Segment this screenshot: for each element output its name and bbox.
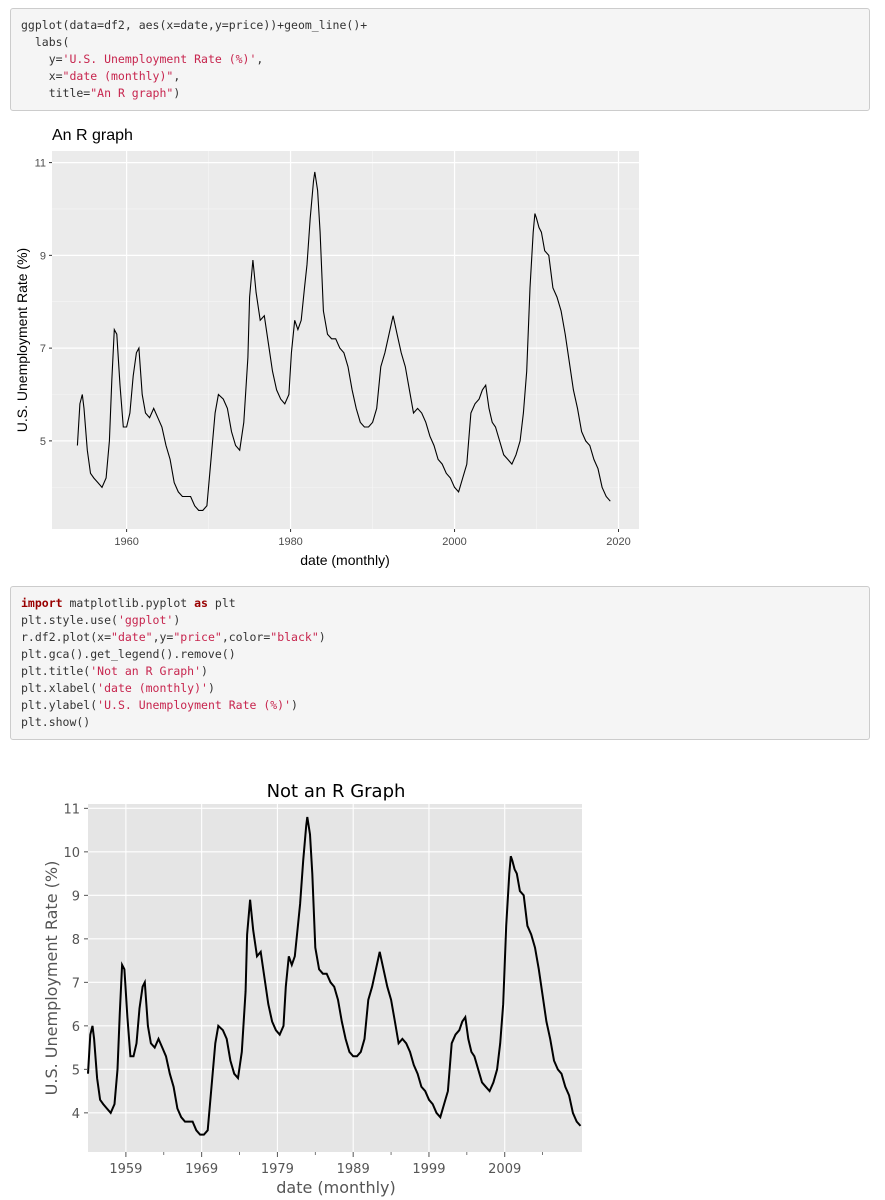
unemployment-line	[87, 816, 582, 1136]
x-tick-label: 1960	[114, 536, 138, 548]
code-line: plt.title('Not an R Graph')	[21, 664, 208, 678]
x-axis-ticks: 1959 1969 1979 1989 1999 2009	[109, 1152, 544, 1177]
y-tick-label: 11	[63, 802, 80, 817]
unemployment-line	[76, 171, 611, 511]
y-tick-label: 6	[72, 1020, 80, 1035]
code-line: import matplotlib.pyplot as plt	[21, 596, 236, 610]
x-tick-label: 1980	[278, 536, 302, 548]
y-tick-label: 10	[63, 846, 80, 861]
r-ggplot-chart: An R graph 5 7 9 11 1960 1980 2000 2020 date (…	[14, 127, 639, 568]
code-block-ggplot[interactable]: ggplot(data=df2, aes(x=date,y=price))+ge…	[10, 8, 870, 111]
x-tick-label: 1979	[261, 1162, 294, 1177]
code-line: plt.xlabel('date (monthly)')	[21, 681, 215, 695]
code-line: labs(	[21, 35, 70, 49]
x-tick-label: 2009	[488, 1162, 521, 1177]
x-tick-label: 2020	[606, 536, 630, 548]
y-tick-label: 5	[72, 1063, 80, 1078]
code-line: title="An R graph")	[21, 86, 181, 100]
y-tick-label: 7	[72, 976, 80, 991]
major-gridlines	[52, 151, 639, 529]
code-line: plt.style.use('ggplot')	[21, 613, 181, 627]
code-line: ggplot(data=df2, aes(x=date,y=price))+ge…	[21, 18, 368, 32]
x-axis-label: date (monthly)	[300, 552, 389, 568]
code-line: plt.gca().get_legend().remove()	[21, 647, 236, 661]
chart-title: An R graph	[52, 127, 133, 144]
x-tick-label: 1999	[412, 1162, 445, 1177]
code-line: y='U.S. Unemployment Rate (%)',	[21, 52, 264, 66]
y-axis-label: U.S. Unemployment Rate (%)	[14, 248, 30, 432]
x-tick-label: 1989	[337, 1162, 370, 1177]
y-tick-label: 4	[72, 1107, 80, 1122]
plot-panel	[88, 804, 582, 1152]
y-axis-ticks: 5 7 9 11	[35, 158, 52, 448]
chart-title: Not an R Graph	[267, 781, 406, 802]
code-line: r.df2.plot(x="date",y="price",color="bla…	[21, 630, 326, 644]
code-line: plt.show()	[21, 715, 91, 729]
x-axis-ticks: 1960 1980 2000 2020	[114, 529, 631, 548]
y-tick-label: 9	[40, 250, 46, 262]
y-tick-label: 11	[35, 158, 46, 170]
minor-gridlines	[52, 151, 639, 529]
y-axis-ticks: 4 5 6 7 8 9 10 11	[63, 802, 88, 1122]
y-tick-label: 9	[72, 889, 80, 904]
y-axis-label: U.S. Unemployment Rate (%)	[42, 861, 61, 1096]
code-line: plt.ylabel('U.S. Unemployment Rate (%)')	[21, 698, 298, 712]
y-tick-label: 8	[72, 933, 80, 948]
code-lines: ggplot(data=df2, aes(x=date,y=price))+ge…	[21, 17, 859, 102]
plot-panel	[52, 151, 639, 529]
code-line: x="date (monthly)",	[21, 69, 181, 83]
code-lines: import matplotlib.pyplot as plt plt.style…	[21, 595, 859, 731]
x-tick-label: 1969	[185, 1162, 218, 1177]
code-block-matplotlib[interactable]: import matplotlib.pyplot as plt plt.style…	[10, 586, 870, 740]
y-tick-label: 5	[40, 436, 46, 448]
x-tick-label: 2000	[442, 536, 466, 548]
y-tick-label: 7	[40, 343, 46, 355]
x-axis-label: date (monthly)	[276, 1178, 396, 1197]
x-tick-label: 1959	[109, 1162, 142, 1177]
